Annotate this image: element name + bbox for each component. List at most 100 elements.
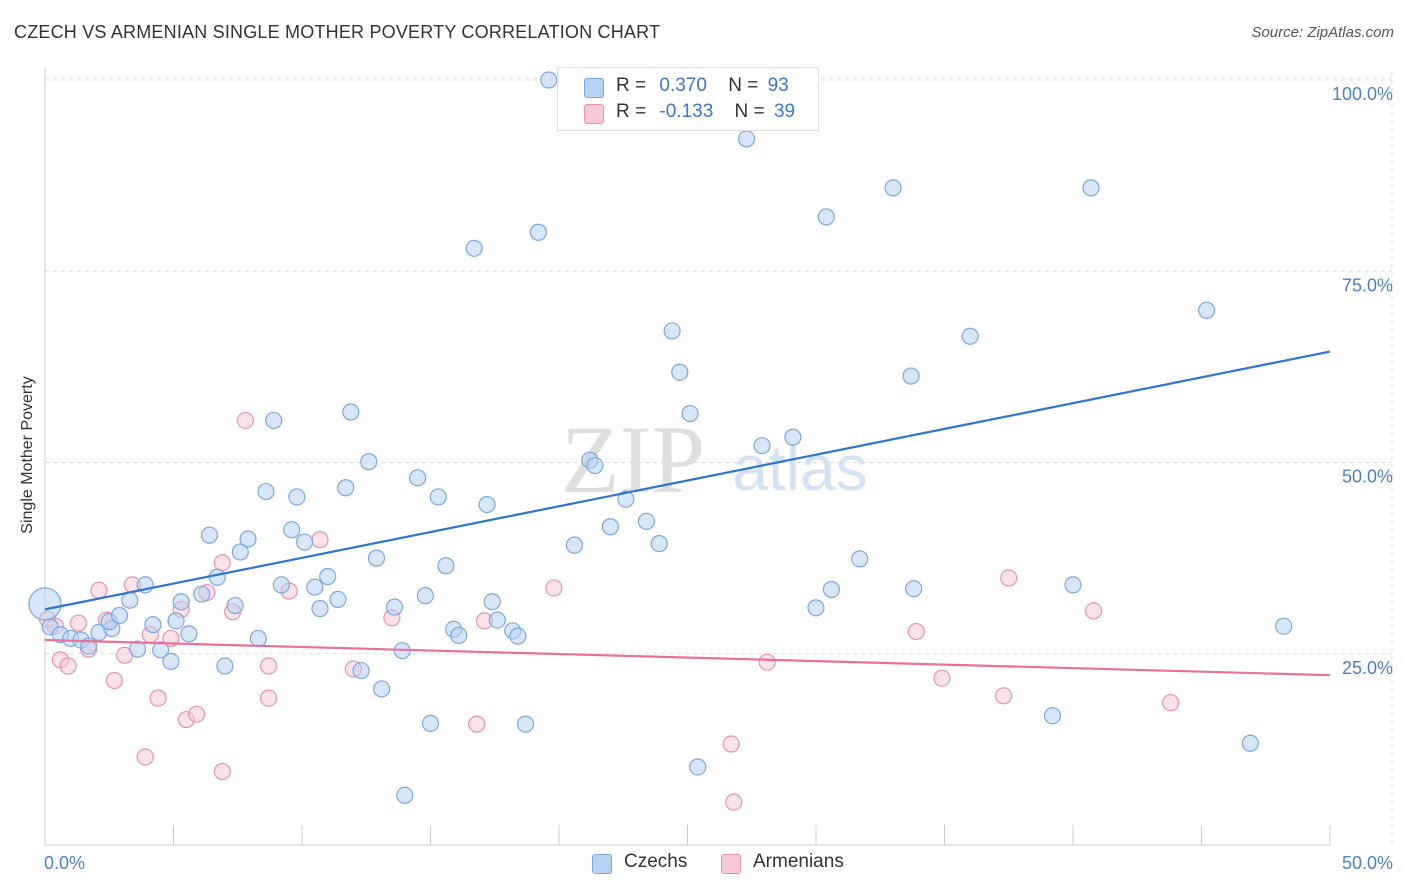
czechs-point[interactable] — [283, 521, 301, 539]
czechs-point[interactable] — [265, 411, 283, 430]
czechs-point[interactable] — [753, 437, 771, 455]
czechs-point[interactable] — [367, 549, 386, 567]
czechs-point[interactable] — [295, 533, 314, 551]
czechs-point[interactable] — [231, 543, 249, 561]
czechs-point[interactable] — [437, 557, 455, 575]
czechs-point[interactable] — [817, 208, 835, 226]
czechs-point[interactable] — [249, 629, 267, 648]
czechs-point[interactable] — [488, 611, 506, 629]
czechs-point[interactable] — [601, 518, 620, 536]
armenians-point[interactable] — [69, 614, 88, 632]
czechs-point[interactable] — [110, 606, 129, 625]
czechs-point[interactable] — [306, 578, 324, 596]
armenians-point[interactable] — [213, 554, 231, 572]
czechs-point[interactable] — [1082, 179, 1100, 197]
czechs-point[interactable] — [784, 428, 802, 446]
czechs-point[interactable] — [681, 404, 699, 423]
czechs-point[interactable] — [180, 625, 198, 643]
czechs-point[interactable] — [483, 593, 501, 611]
czechs-point[interactable] — [637, 512, 655, 531]
czechs-point[interactable] — [663, 322, 681, 340]
czechs-point[interactable] — [167, 612, 185, 630]
czechs-point[interactable] — [738, 130, 756, 148]
czechs-point[interactable] — [373, 680, 391, 698]
czechs-point[interactable] — [650, 534, 668, 553]
czechs-point[interactable] — [1241, 734, 1259, 752]
czechs-point[interactable] — [360, 453, 378, 471]
armenians-point[interactable] — [1000, 569, 1018, 587]
czechs-point[interactable] — [961, 327, 979, 345]
czechs-point[interactable] — [884, 179, 902, 197]
czechs-point[interactable] — [617, 490, 635, 508]
czechs-point[interactable] — [416, 587, 434, 605]
czechs-point[interactable] — [385, 598, 404, 616]
armenians-point[interactable] — [59, 657, 77, 675]
armenians-point[interactable] — [758, 653, 776, 671]
armenians-point[interactable] — [259, 689, 278, 707]
czechs-point[interactable] — [288, 488, 306, 506]
czechs-point[interactable] — [272, 576, 291, 594]
czechs-point[interactable] — [162, 652, 180, 671]
czechs-point[interactable] — [516, 715, 535, 733]
czechs-point[interactable] — [28, 587, 62, 621]
czechs-point[interactable] — [144, 616, 162, 634]
czechs-point[interactable] — [807, 599, 825, 617]
czechs-point[interactable] — [257, 482, 275, 501]
czechs-point[interactable] — [586, 456, 604, 475]
czechs-point[interactable] — [352, 661, 370, 680]
armenians-point[interactable] — [995, 687, 1013, 705]
czechs-point[interactable] — [1064, 576, 1082, 594]
armenians-point[interactable] — [545, 579, 563, 597]
czechs-point[interactable] — [128, 640, 147, 658]
armenians-point[interactable] — [907, 622, 925, 641]
czechs-point[interactable] — [200, 526, 219, 544]
armenians-point[interactable] — [311, 531, 329, 549]
czechs-point[interactable] — [396, 786, 414, 804]
czechs-point[interactable] — [689, 758, 707, 776]
armenians-point[interactable] — [722, 735, 740, 753]
czechs-point[interactable] — [172, 593, 190, 611]
czechs-point[interactable] — [465, 239, 483, 257]
czechs-point[interactable] — [1198, 301, 1216, 319]
czechs-point[interactable] — [216, 657, 234, 675]
czechs-point[interactable] — [671, 363, 689, 381]
czechs-point[interactable] — [509, 627, 527, 645]
armenians-point[interactable] — [105, 671, 123, 690]
czechs-point[interactable] — [478, 495, 496, 514]
czechs-point[interactable] — [429, 488, 447, 506]
czechs-point[interactable] — [905, 580, 923, 598]
armenians-point[interactable] — [188, 705, 206, 723]
czechs-point[interactable] — [342, 403, 360, 421]
czechs-point[interactable] — [1275, 617, 1293, 635]
armenians-point[interactable] — [1162, 694, 1180, 712]
czechs-point[interactable] — [421, 714, 440, 732]
armenians-point[interactable] — [90, 581, 108, 599]
czechs-point[interactable] — [822, 580, 841, 599]
czechs-point[interactable] — [311, 600, 329, 618]
czechs-point[interactable] — [239, 530, 257, 548]
czechs-point[interactable] — [226, 596, 244, 615]
armenians-point[interactable] — [213, 762, 231, 781]
armenians-point[interactable] — [1084, 602, 1103, 620]
czechs-point[interactable] — [409, 469, 427, 487]
czechs-point[interactable] — [902, 367, 920, 385]
czechs-point[interactable] — [851, 550, 869, 568]
czechs-point[interactable] — [193, 585, 211, 603]
czechs-point[interactable] — [1043, 707, 1062, 725]
czechs-point[interactable] — [529, 223, 548, 241]
armenians-point[interactable] — [236, 411, 255, 430]
czechs-point[interactable] — [450, 626, 468, 644]
armenians-point[interactable] — [149, 689, 167, 707]
armenians-point[interactable] — [136, 748, 154, 766]
czechs-point[interactable] — [329, 590, 347, 609]
czechs-point[interactable] — [540, 71, 558, 89]
czechs-point[interactable] — [337, 479, 355, 497]
czechs-point[interactable] — [152, 641, 170, 659]
armenians-point[interactable] — [468, 715, 486, 733]
armenians-point[interactable] — [725, 793, 743, 811]
armenians-point[interactable] — [933, 669, 951, 687]
armenians-point[interactable] — [259, 657, 278, 675]
czechs-point[interactable] — [319, 567, 337, 586]
czechs-point[interactable] — [208, 568, 226, 586]
czechs-point[interactable] — [565, 536, 584, 554]
